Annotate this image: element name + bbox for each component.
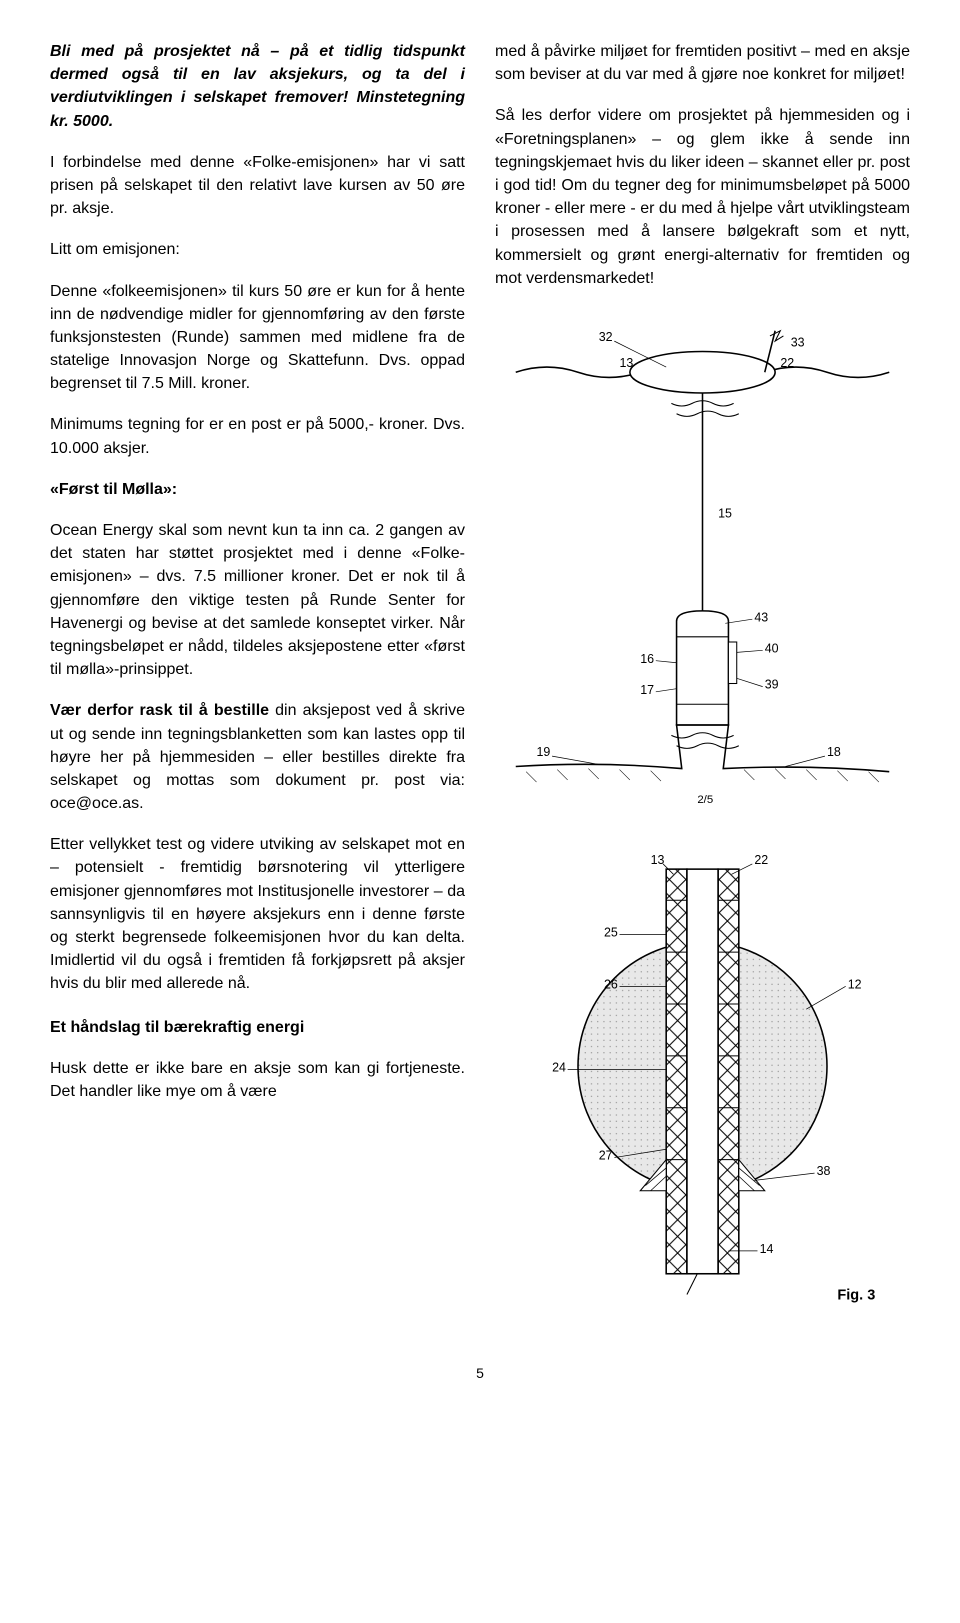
label-33: 33 [791,335,805,349]
label-f3-38: 38 [817,1164,831,1178]
right-paragraph-2: Så les derfor videre om prosjektet på hj… [495,104,910,290]
label-f3-24: 24 [552,1060,566,1074]
label-f3-12: 12 [848,977,862,991]
right-column: med å påvirke miljøet for fremtiden posi… [495,40,910,1335]
label-17: 17 [640,683,654,697]
label-f3-26: 26 [604,977,618,991]
label-2-5: 2/5 [697,794,713,806]
paragraph-7: Etter vellykket test og videre utviking … [50,833,465,995]
label-40: 40 [765,641,779,655]
label-22: 22 [780,356,794,370]
intro-bold-text: Bli med på prosjektet nå – på et tidlig … [50,43,465,130]
diagram-container: 13 22 33 32 15 43 16 [495,310,910,1305]
two-column-layout: Bli med på prosjektet nå – på et tidlig … [50,40,910,1335]
paragraph-3: Denne «folkeemisjonen» til kurs 50 øre e… [50,280,465,396]
figure-1-diagram: 13 22 33 32 15 43 16 [495,310,910,808]
label-18: 18 [827,745,841,759]
label-f3-13: 13 [651,853,665,867]
label-f3-25: 25 [604,925,618,939]
heading-handslag: Et håndslag til bærekraftig energi [50,1016,465,1039]
page-number: 5 [50,1365,910,1381]
paragraph-8: Husk dette er ikke bare en aksje som kan… [50,1057,465,1103]
label-13: 13 [620,356,634,370]
paragraph-6: Vær derfor rask til å bestille din aksje… [50,699,465,815]
fig3-caption: Fig. 3 [837,1288,875,1304]
p6-bold: Vær derfor rask til å bestille [50,702,269,719]
left-column: Bli med på prosjektet nå – på et tidlig … [50,40,465,1335]
label-f3-14: 14 [760,1242,774,1256]
paragraph-1: I forbindelse med denne «Folke-emisjonen… [50,151,465,221]
label-f3-27: 27 [599,1149,613,1163]
label-16: 16 [640,652,654,666]
paragraph-4: Minimums tegning for er en post er på 50… [50,413,465,459]
label-43: 43 [754,610,768,624]
right-paragraph-1: med å påvirke miljøet for fremtiden posi… [495,40,910,86]
heading-morlla: «Først til Mølla»: [50,478,465,501]
label-f3-22: 22 [754,853,768,867]
figure-3-diagram: 13 22 25 26 12 24 27 38 14 Fig. 3 [495,838,910,1305]
paragraph-2: Litt om emisjonen: [50,238,465,261]
intro-paragraph: Bli med på prosjektet nå – på et tidlig … [50,40,465,133]
label-39: 39 [765,678,779,692]
paragraph-5: Ocean Energy skal som nevnt kun ta inn c… [50,519,465,681]
label-32: 32 [599,330,613,344]
label-15: 15 [718,506,732,520]
label-19: 19 [537,745,551,759]
